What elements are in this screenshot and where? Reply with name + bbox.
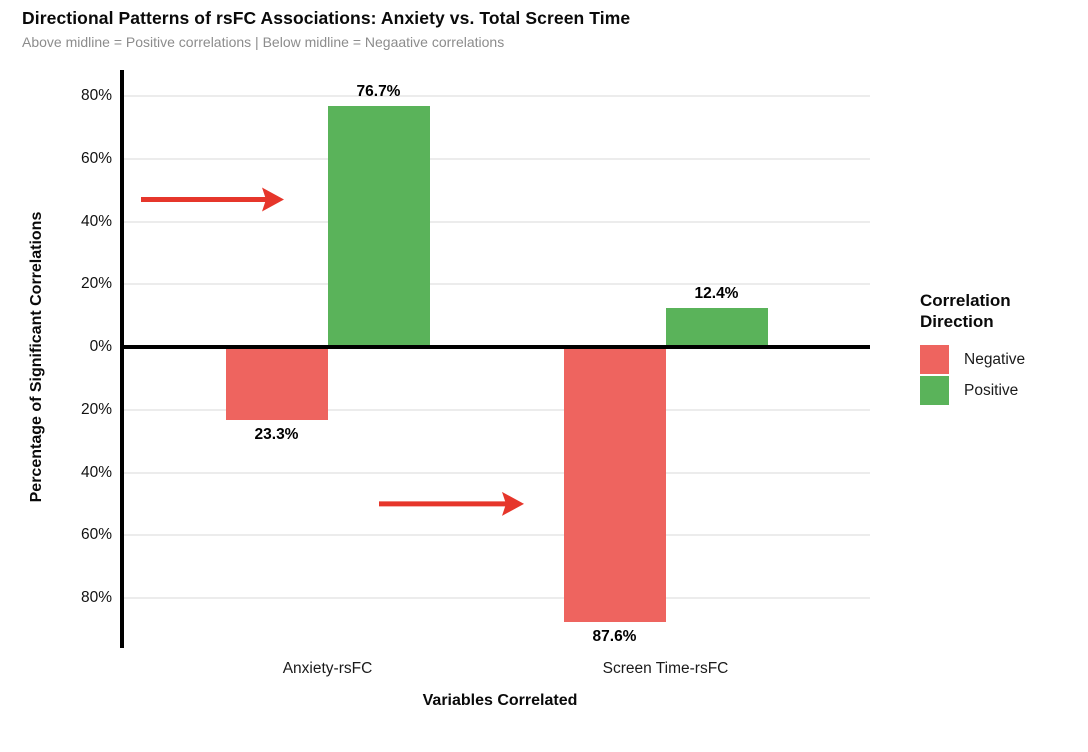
- y-tick-label: 0%: [89, 338, 112, 355]
- x-category-label: Screen Time-rsFC: [602, 660, 729, 677]
- gridline: [124, 283, 870, 286]
- legend-items: Negative Positive: [920, 345, 1085, 405]
- gridline: [124, 157, 870, 160]
- y-tick-label: 80%: [80, 589, 112, 606]
- bar-negative-anxiety-rsfc: [225, 347, 328, 421]
- y-axis-line: [120, 70, 124, 648]
- legend-swatch-negative: [920, 345, 949, 374]
- bar-positive-screen-time-rsfc: [665, 308, 768, 347]
- y-tick-label: 60%: [80, 149, 112, 167]
- gridline: [124, 220, 870, 223]
- x-axis-title: Variables Correlated: [422, 692, 578, 709]
- chart-subtitle: Above midline = Positive correlations | …: [22, 34, 505, 50]
- bar-negative-screen-time-rsfc: [563, 347, 666, 622]
- legend-label: Positive: [964, 381, 1019, 399]
- bar-value-label: 76.7%: [356, 83, 401, 101]
- bar-value-label: 87.6%: [592, 627, 637, 645]
- legend: Correlation Direction Negative Positive: [920, 290, 1085, 407]
- gridline: [124, 408, 870, 411]
- y-tick-label: 40%: [80, 212, 112, 230]
- gridline: [124, 597, 870, 599]
- legend-item: Negative: [920, 345, 1085, 374]
- legend-title: Correlation Direction: [920, 291, 1011, 331]
- legend-swatch-positive: [920, 376, 949, 405]
- bar-value-label: 12.4%: [694, 285, 739, 303]
- y-tick-label: 20%: [80, 275, 112, 293]
- bar-positive-anxiety-rsfc: [327, 106, 430, 347]
- y-tick-label: 60%: [80, 526, 112, 544]
- bar-value-label: 23.3%: [254, 426, 299, 444]
- y-tick-label: 20%: [80, 400, 112, 418]
- x-category-label: Anxiety-rsFC: [282, 660, 373, 677]
- gridline: [124, 471, 870, 474]
- legend-label: Negative: [964, 350, 1026, 368]
- y-axis-title: Percentage of Significant Correlations: [28, 211, 45, 503]
- gridline: [124, 534, 870, 537]
- legend-item: Positive: [920, 376, 1085, 405]
- gridline: [124, 95, 870, 97]
- y-tick-label: 80%: [80, 87, 112, 104]
- zero-baseline: [120, 345, 870, 349]
- chart-title: Directional Patterns of rsFC Association…: [22, 8, 631, 28]
- y-tick-label: 40%: [80, 463, 112, 481]
